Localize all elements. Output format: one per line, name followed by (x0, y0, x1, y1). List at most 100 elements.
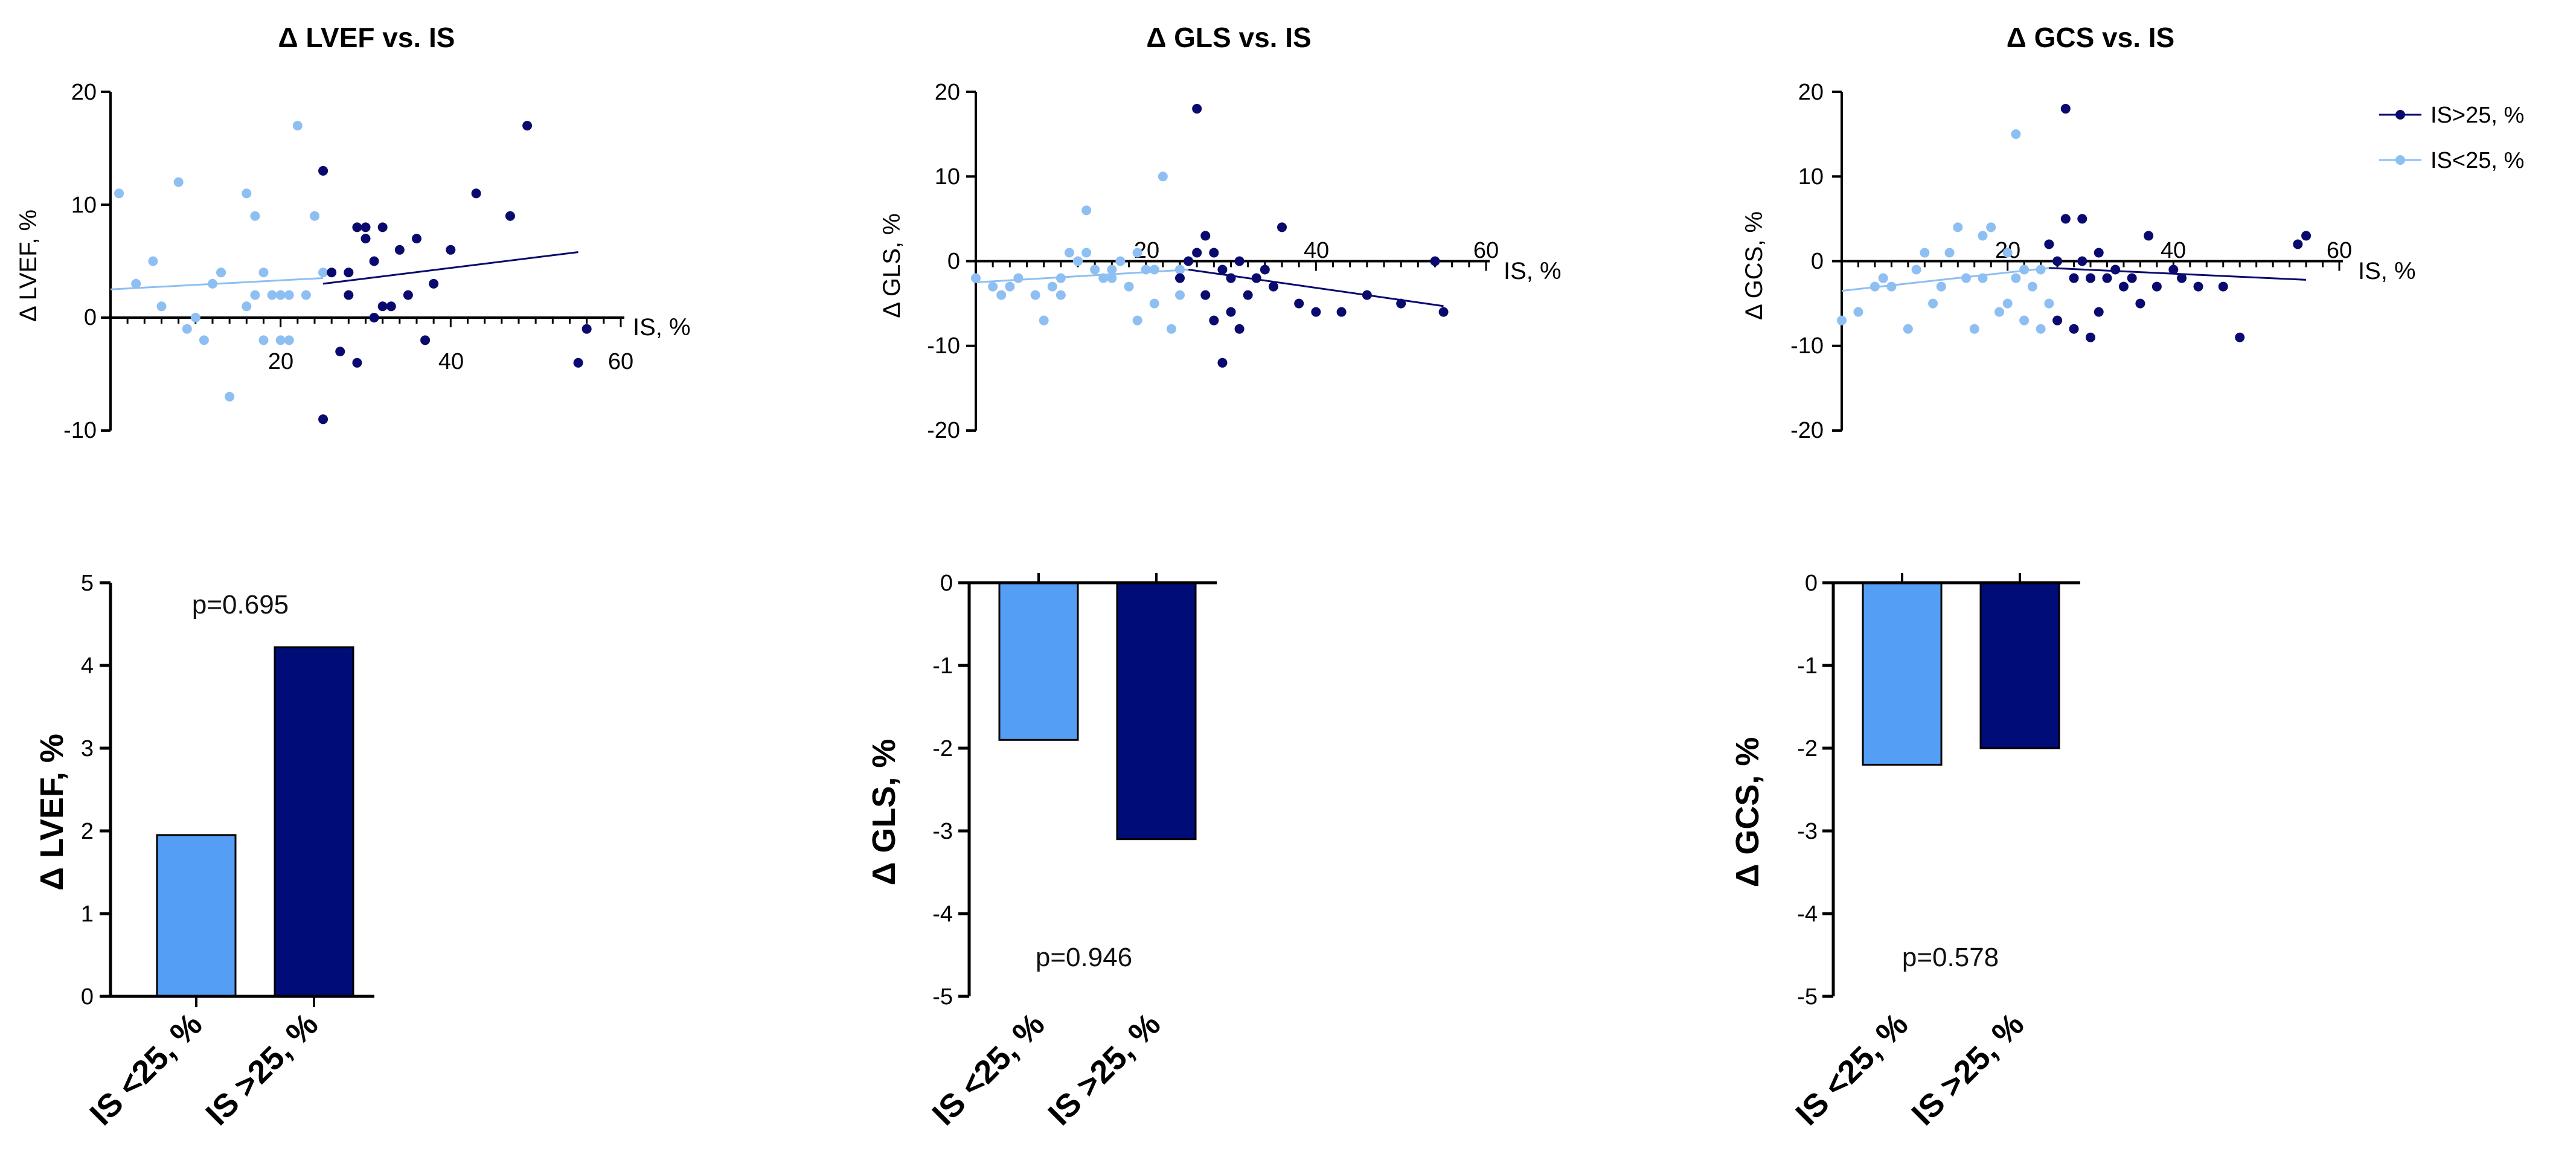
data-point (284, 290, 294, 300)
data-point (573, 357, 583, 368)
data-point (1953, 222, 1963, 232)
data-point (2094, 307, 2104, 317)
data-point (1986, 222, 1996, 232)
data-point (1107, 264, 1117, 275)
data-point (2168, 264, 2179, 275)
data-point (1005, 281, 1015, 292)
data-point (996, 290, 1007, 300)
data-point (275, 290, 286, 300)
data-point (1294, 298, 1304, 309)
data-point (2077, 214, 2087, 224)
data-point (352, 357, 362, 368)
data-point (377, 222, 388, 232)
data-point (1192, 248, 1202, 258)
y-tick-label: 2 (81, 819, 94, 844)
data-point (2011, 273, 2021, 283)
data-point (1336, 307, 1347, 317)
bar (156, 834, 237, 998)
y-axis-label: Δ GLS, % (879, 213, 905, 318)
data-point (360, 234, 371, 244)
data-point (2011, 129, 2021, 139)
regression-line (322, 251, 578, 285)
y-tick-label: 0 (1811, 249, 1824, 274)
y-tick-label: -10 (63, 418, 97, 443)
data-point (352, 222, 362, 232)
data-point (2144, 231, 2154, 241)
data-point (250, 211, 260, 221)
data-point (1107, 273, 1117, 283)
data-point (258, 335, 269, 345)
data-point (1056, 273, 1066, 283)
data-point (2094, 248, 2104, 258)
data-point (1438, 307, 1449, 317)
data-point (1175, 273, 1185, 283)
data-point (2044, 298, 2054, 309)
data-point (1886, 281, 1897, 292)
y-tick-label: -1 (1797, 653, 1818, 679)
legend-label: IS<25, % (2430, 148, 2524, 173)
data-point (1124, 281, 1134, 292)
x-category-label: IS >25, % (1041, 1006, 1167, 1132)
y-tick-label: -2 (1797, 736, 1818, 761)
data-point (1141, 264, 1151, 275)
data-point (1209, 315, 1219, 325)
legend-label: IS>25, % (2430, 103, 2524, 128)
data-point (318, 268, 328, 278)
data-point (522, 121, 533, 131)
data-point (369, 256, 379, 266)
y-tick-label: -2 (932, 736, 953, 761)
data-point (2110, 264, 2121, 275)
x-tick-label: 60 (1473, 238, 1499, 263)
x-category-label: IS <25, % (1789, 1006, 1915, 1132)
data-point (1132, 315, 1142, 325)
y-axis-label: Δ GCS, % (1741, 211, 1767, 320)
data-point (1234, 324, 1245, 334)
data-point (369, 313, 379, 322)
data-point (429, 278, 439, 289)
data-point (335, 347, 345, 357)
data-point (1961, 273, 1971, 283)
data-point (2036, 324, 2046, 334)
y-tick-label: 4 (81, 653, 94, 679)
data-point (2069, 273, 2079, 283)
data-point (242, 301, 252, 312)
data-point (182, 324, 192, 334)
scatter-panel-gcs: Δ GCS vs. IS Δ GCS, % IS, % 20 40 60 20 … (1741, 22, 2416, 443)
data-point (208, 278, 217, 289)
data-point (1047, 281, 1057, 292)
data-point (2052, 315, 2063, 325)
y-tick-label: -1 (932, 653, 953, 679)
bar (1116, 582, 1197, 841)
data-point (2002, 248, 2013, 258)
data-point (1158, 171, 1168, 182)
data-point (1200, 290, 1211, 300)
x-category-label: IS >25, % (1905, 1006, 2031, 1132)
data-point (1217, 357, 1228, 368)
chart-title: Δ GCS vs. IS (2007, 22, 2175, 53)
y-tick-label: 20 (1798, 80, 1824, 105)
y-tick-label: 0 (940, 571, 953, 596)
y-tick-label: -4 (932, 902, 953, 927)
data-point (131, 278, 141, 289)
x-axis-label: IS, % (633, 314, 691, 341)
regression-line (2049, 267, 2307, 281)
chart-marks (100, 91, 2343, 1007)
data-point (148, 256, 158, 266)
data-point (505, 211, 515, 221)
data-point (2002, 298, 2013, 309)
data-point (1149, 298, 1159, 309)
data-point (258, 268, 269, 278)
data-point (1192, 104, 1202, 114)
y-tick-label: 0 (1805, 571, 1818, 596)
y-tick-label: 10 (1798, 164, 1824, 190)
x-tick-label: 20 (268, 349, 293, 374)
y-tick-label: -20 (1790, 418, 1824, 443)
x-tick-label: 60 (608, 349, 633, 374)
y-tick-label: 5 (81, 571, 94, 596)
data-point (1430, 256, 1440, 266)
data-point (2086, 273, 2095, 283)
data-point (582, 324, 592, 334)
data-point (2036, 264, 2046, 275)
data-point (344, 268, 354, 278)
data-point (2235, 332, 2245, 342)
